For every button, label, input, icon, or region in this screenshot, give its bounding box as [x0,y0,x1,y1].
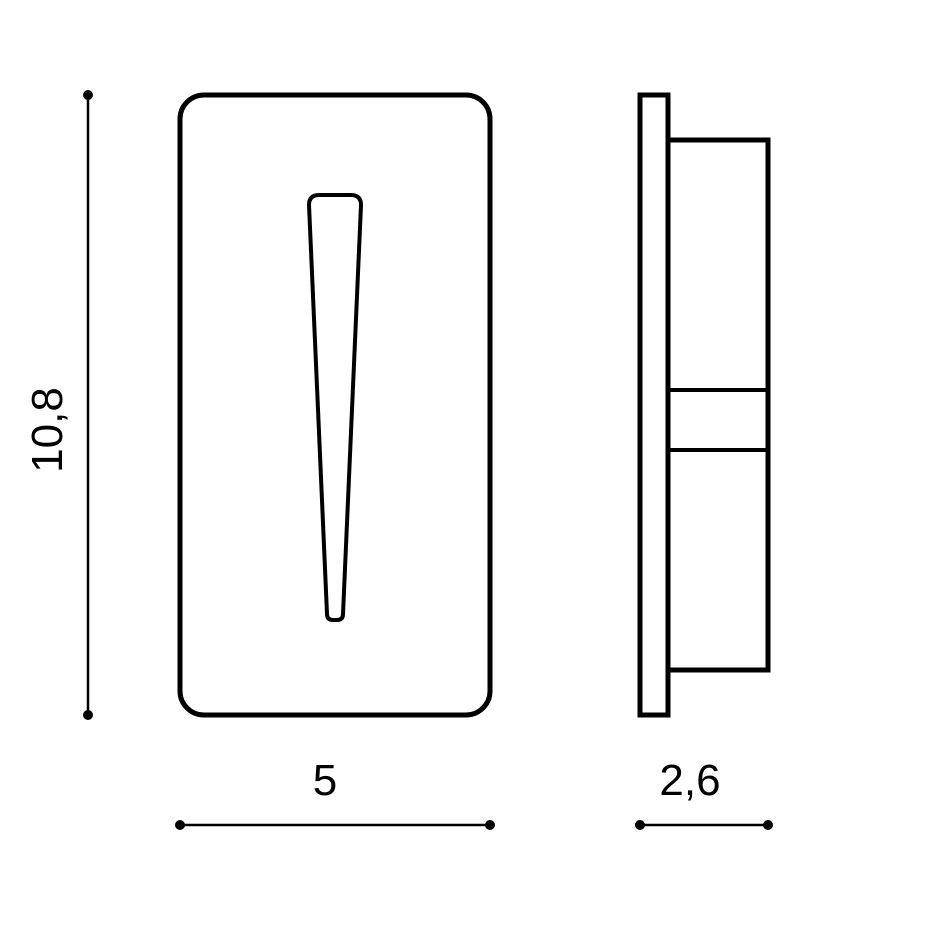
dim-front-width-label: 5 [313,756,337,805]
dimension-front-width: 5 [175,756,495,830]
side-body [668,140,768,670]
front-slot [309,195,361,620]
side-faceplate [640,95,668,715]
dim-front-width-dot-right [485,820,495,830]
dimension-side-depth: 2,6 [635,756,773,830]
technical-drawing: 10,8 5 2,6 [0,0,927,931]
dimension-height: 10,8 [23,90,93,720]
dim-side-depth-dot-right [763,820,773,830]
dim-height-dot-top [83,90,93,100]
dim-front-width-dot-left [175,820,185,830]
dim-side-depth-dot-left [635,820,645,830]
front-view [180,95,490,715]
dim-height-label: 10,8 [23,387,72,473]
dim-height-dot-bottom [83,710,93,720]
side-view [640,95,768,715]
dim-side-depth-label: 2,6 [659,756,720,805]
